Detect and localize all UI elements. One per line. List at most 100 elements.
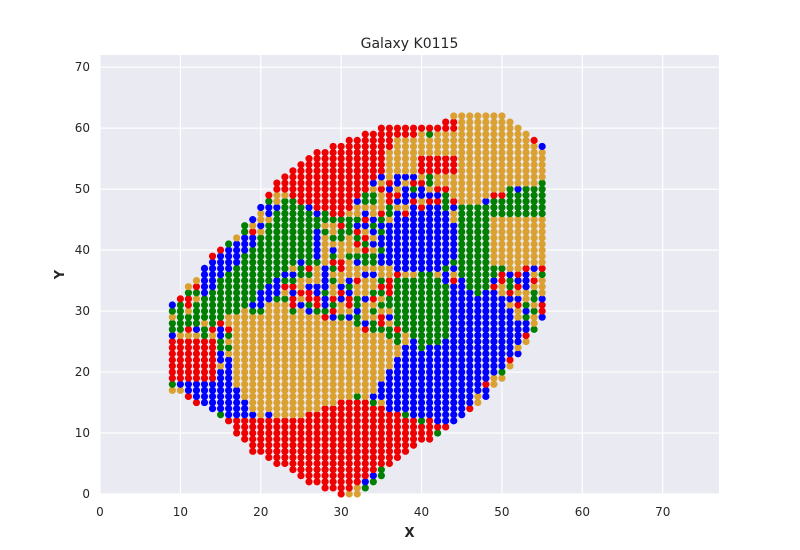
data-point-blue [409,350,418,358]
data-point-blue [208,276,217,285]
data-point-green [490,209,498,218]
data-point-blue [425,209,434,218]
data-point-orange [466,112,474,120]
data-point-blue [200,386,209,394]
data-point-red [297,447,305,455]
data-point-orange [241,374,249,382]
data-point-green [297,270,305,279]
data-point-green [466,222,474,230]
data-point-orange [506,222,514,230]
data-point-orange [313,405,321,413]
data-point-orange [490,216,498,224]
chart-title: Galaxy K0115 [361,36,459,52]
data-point-red [273,423,281,431]
data-point-blue [225,362,233,370]
data-point-green [474,276,482,285]
data-point-orange [409,148,418,157]
data-point-red [257,423,265,431]
data-point-orange [281,337,289,346]
data-point-red [305,167,313,175]
data-point-blue [345,313,353,321]
data-point-red [313,453,321,462]
data-point-red [401,417,410,425]
data-point-green [522,191,530,199]
data-point-blue [281,270,289,279]
data-point-orange [233,337,241,346]
data-point-red [273,459,281,468]
data-point-orange [482,124,490,132]
data-point-red [200,362,209,370]
data-point-green [482,228,490,236]
data-point-blue [498,344,506,352]
data-point-red [192,368,201,376]
data-point-red [249,417,257,425]
data-point-green [442,331,450,340]
data-point-red [434,197,442,205]
data-point-green [361,240,369,248]
data-point-green [377,466,385,474]
data-point-blue [458,307,466,315]
data-point-green [200,295,209,303]
data-point-orange [385,173,394,181]
data-point-green [225,344,233,352]
data-point-red [297,185,305,193]
data-point-red [353,459,361,468]
data-point-orange [458,185,466,193]
data-point-orange [265,386,273,394]
data-point-orange [281,325,289,333]
data-point-blue [474,374,482,382]
data-point-orange [530,222,538,230]
data-point-orange [393,350,402,358]
data-point-green [273,258,281,266]
data-point-orange [458,191,466,199]
data-point-green [401,301,410,309]
data-point-green [434,289,442,297]
data-point-orange [265,301,273,309]
data-point-green [385,325,394,333]
data-point-blue [313,228,321,236]
data-point-green [216,307,225,315]
data-point-red [313,161,321,169]
data-point-red [305,453,313,462]
data-point-orange [361,344,369,352]
data-point-blue [385,386,394,394]
data-point-red [425,161,434,169]
data-point-red [289,466,297,474]
data-point-blue [409,191,418,199]
data-point-green [289,258,297,266]
data-point-green [241,252,249,260]
data-point-blue [409,240,418,248]
data-point-red [337,191,345,199]
data-point-green [241,301,249,309]
data-point-green [506,185,514,193]
data-point-blue [409,258,418,266]
data-point-orange [313,325,321,333]
data-point-orange [305,405,313,413]
data-point-green [216,301,225,309]
data-point-blue [417,234,426,242]
data-point-orange [297,374,305,382]
data-point-blue [208,405,217,413]
data-point-orange [490,380,498,388]
data-point-orange [361,368,369,376]
data-point-red [289,423,297,431]
data-point-red [377,142,385,151]
data-point-orange [257,325,265,333]
data-point-red [345,136,353,144]
data-point-orange [530,270,538,279]
data-point-blue [425,405,434,413]
data-point-orange [385,344,394,352]
data-point-orange [361,276,369,285]
data-point-orange [305,313,313,321]
data-point-orange [425,185,434,193]
data-point-orange [498,161,506,169]
data-point-blue [321,276,329,285]
data-point-orange [225,337,233,346]
data-point-blue [466,313,474,321]
data-point-orange [506,124,514,132]
data-point-red [305,295,313,303]
data-point-orange [393,167,402,175]
data-point-red [337,203,345,212]
data-point-blue [425,216,434,224]
data-point-red [241,429,249,437]
